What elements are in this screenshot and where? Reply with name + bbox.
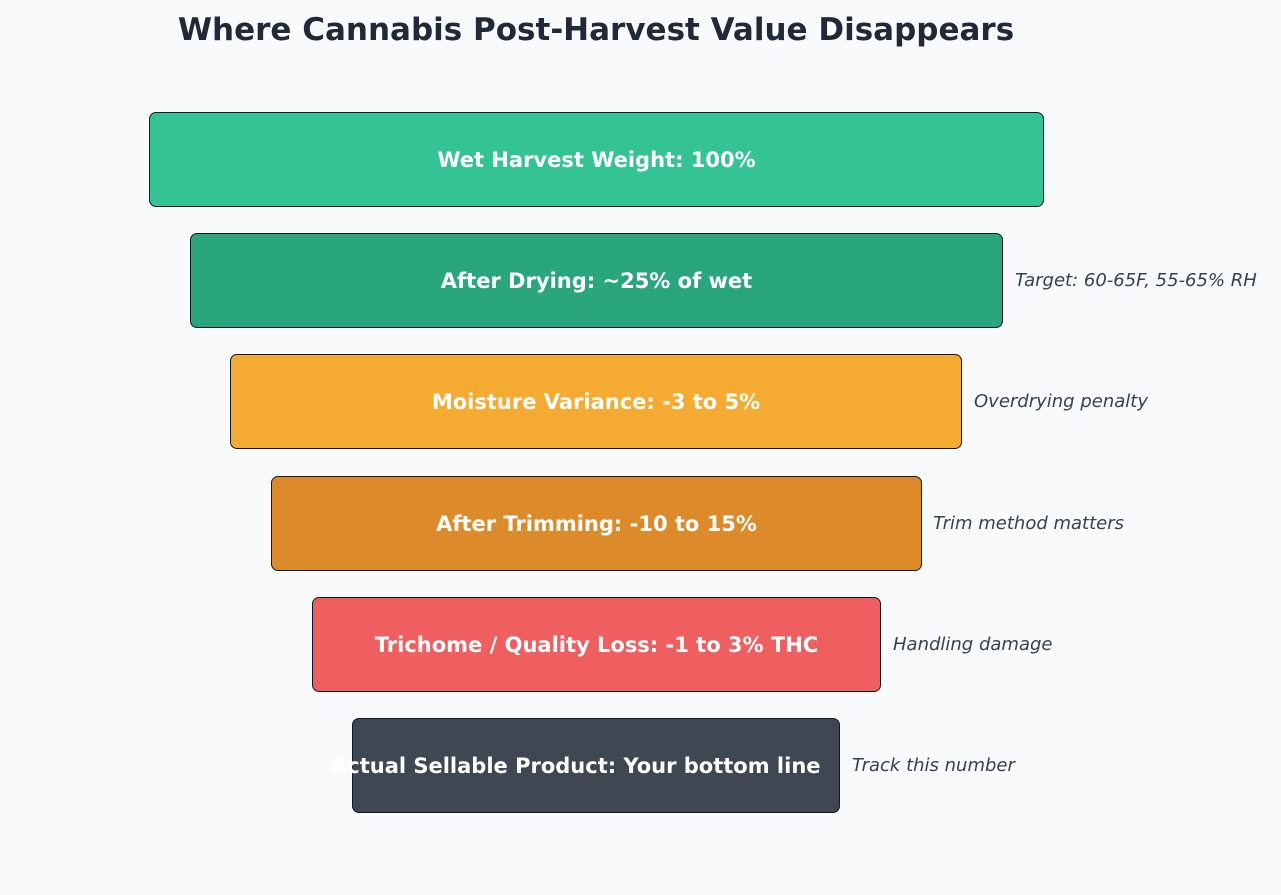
stage-note: Target: 60-65F, 55-65% RH	[1015, 270, 1257, 291]
funnel-stage-moisture-variance: Moisture Variance: -3 to 5%	[230, 354, 962, 449]
stage-note: Handling damage	[893, 634, 1053, 655]
funnel-stage-trimming: After Trimming: -10 to 15%	[271, 476, 922, 571]
stage-note: Trim method matters	[933, 513, 1125, 534]
funnel-stage-drying: After Drying: ~25% of wet	[190, 233, 1003, 328]
stage-label: Actual Sellable Product: Your bottom lin…	[331, 753, 821, 778]
stage-note: Overdrying penalty	[974, 391, 1148, 412]
stage-label: After Trimming: -10 to 15%	[436, 511, 757, 536]
funnel-stage-quality-loss: Trichome / Quality Loss: -1 to 3% THC	[312, 597, 881, 692]
funnel-stage-sellable-product: Actual Sellable Product: Your bottom lin…	[331, 718, 840, 813]
stage-note: Track this number	[852, 755, 1015, 776]
stage-label: Wet Harvest Weight: 100%	[437, 147, 756, 172]
stage-label: Trichome / Quality Loss: -1 to 3% THC	[374, 632, 819, 657]
stage-label: Moisture Variance: -3 to 5%	[431, 389, 761, 414]
stage-label: After Drying: ~25% of wet	[440, 268, 753, 293]
diagram-title: Where Cannabis Post-Harvest Value Disapp…	[177, 12, 1015, 48]
funnel-stage-wet-harvest: Wet Harvest Weight: 100%	[149, 112, 1044, 207]
